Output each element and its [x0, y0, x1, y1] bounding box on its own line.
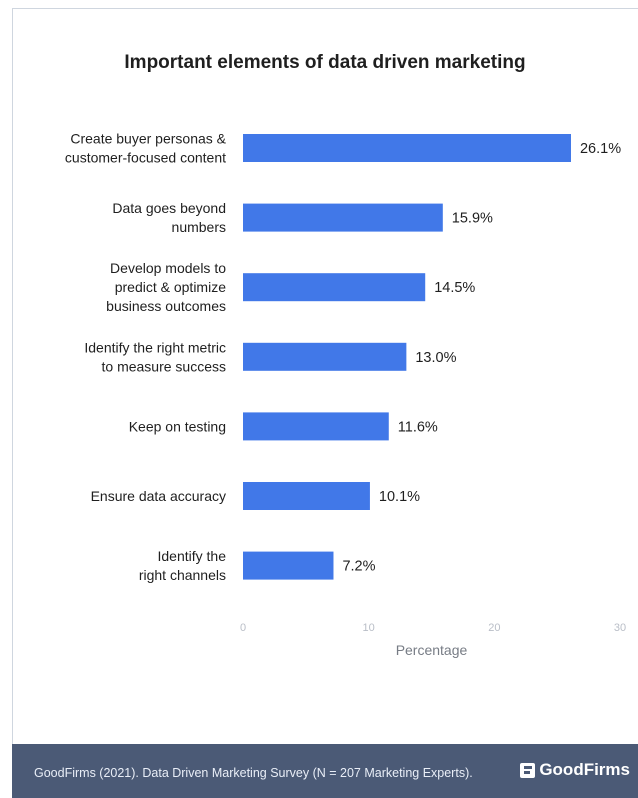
- bar-chart: 26.1% Create buyer personas & customer-foc…: [65, 131, 626, 659]
- data-label: 10.1%: [379, 489, 420, 505]
- bar: [243, 342, 407, 371]
- data-label: 15.9%: [452, 211, 493, 227]
- bar: [243, 203, 443, 232]
- goodfirms-logo: GoodFirms: [520, 760, 630, 780]
- data-label: 11.6%: [398, 419, 438, 435]
- bar: [243, 412, 389, 441]
- category-label: Data goes beyond numbers: [112, 200, 226, 235]
- chart-title: Important elements of data driven market…: [124, 52, 526, 73]
- brand-name: GoodFirms: [539, 760, 630, 779]
- category-label: Identify the right metric to measure succ…: [84, 339, 226, 374]
- bar: [243, 273, 426, 302]
- x-tick-label: 30: [614, 622, 626, 634]
- bar: [243, 134, 571, 162]
- category-label: Identify the right channels: [139, 548, 226, 583]
- bar: [243, 482, 370, 510]
- x-tick-label: 20: [488, 622, 500, 634]
- data-label: 13.0%: [415, 350, 456, 366]
- x-tick-label: 10: [363, 622, 375, 634]
- bar: [243, 551, 334, 580]
- data-label: 7.2%: [342, 559, 375, 575]
- chart-card: [12, 8, 638, 744]
- source-citation: GoodFirms (2021). Data Driven Marketing …: [34, 766, 473, 780]
- data-label: 26.1%: [580, 141, 621, 157]
- x-tick-label: 0: [240, 622, 246, 634]
- category-label: Develop models to predict & optimize busin…: [106, 260, 226, 314]
- x-axis-label: Percentage: [396, 642, 468, 658]
- category-label: Create buyer personas & customer-focused …: [65, 131, 227, 166]
- data-label: 14.5%: [434, 280, 475, 296]
- goodfirms-logo-icon: [520, 762, 536, 778]
- category-label: Ensure data accuracy: [91, 488, 226, 504]
- footer-bar: GoodFirms (2021). Data Driven Marketing …: [12, 744, 638, 798]
- category-label: Keep on testing: [129, 418, 226, 434]
